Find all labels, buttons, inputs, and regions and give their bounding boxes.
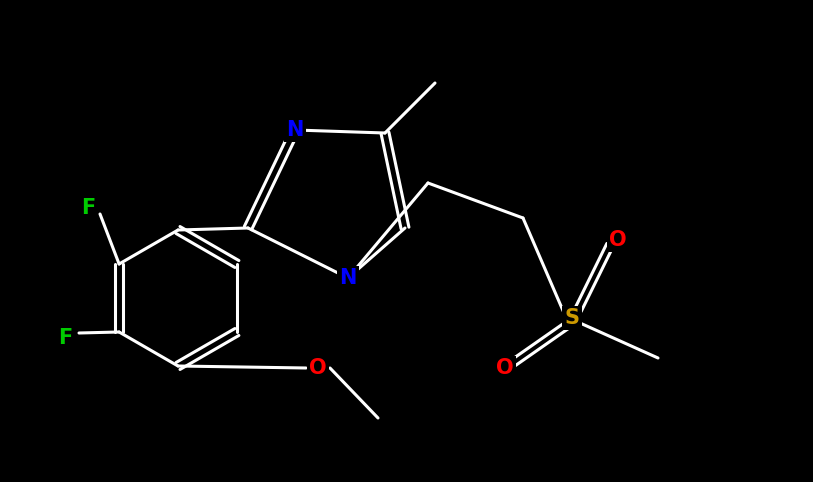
Text: O: O [496, 358, 514, 378]
Text: S: S [564, 308, 580, 328]
Text: O: O [609, 230, 627, 250]
Text: N: N [286, 120, 304, 140]
Text: F: F [80, 198, 95, 218]
Text: O: O [309, 358, 327, 378]
Text: F: F [58, 328, 72, 348]
Text: N: N [339, 268, 357, 288]
